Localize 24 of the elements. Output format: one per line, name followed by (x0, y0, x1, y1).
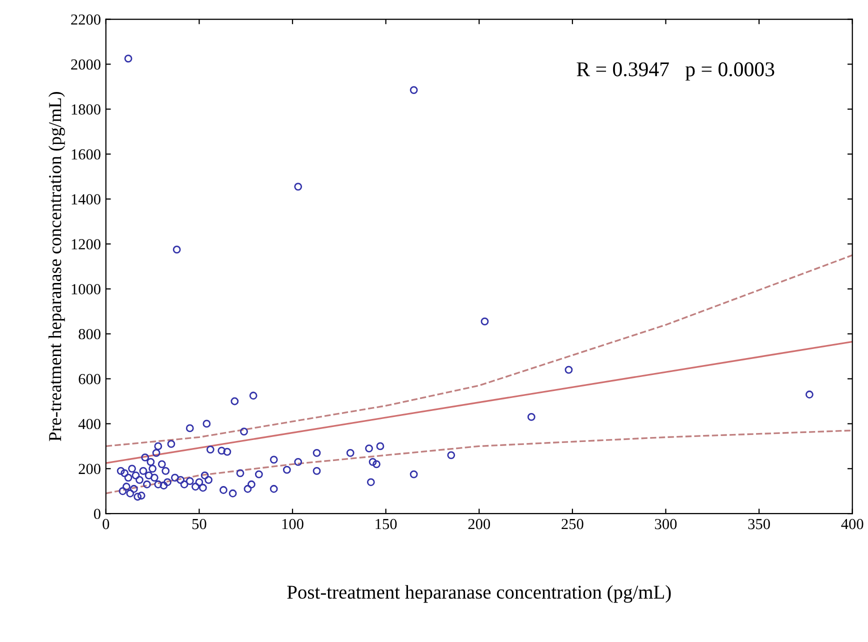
x-tick-label: 150 (376, 518, 397, 530)
y-tick-label: 1400 (72, 194, 100, 204)
x-tick-label: 350 (748, 518, 770, 530)
y-tick-label: 2000 (71, 59, 100, 70)
x-tick-label: 400 (841, 518, 864, 530)
x-tick-label: 300 (655, 518, 677, 530)
x-axis-title: Post-treatment heparanase concentration (pg/mL) (287, 585, 671, 603)
y-tick-label: 2200 (71, 14, 100, 25)
x-tick-label: 250 (562, 518, 584, 530)
x-tick-label: 0 (102, 518, 110, 530)
y-tick-label: 800 (78, 328, 100, 340)
y-tick-label: 400 (78, 418, 100, 430)
x-tick-label: 200 (468, 518, 490, 530)
y-tick-label: 600 (78, 374, 100, 384)
y-tick-label: 1600 (72, 149, 100, 160)
annotation: R = 0.3947 p = 0.0003 (576, 62, 774, 81)
y-tick-label: 1200 (72, 239, 100, 250)
y-tick-label: 200 (78, 464, 100, 474)
y-tick-label: 0 (94, 508, 100, 520)
x-tick-label: 50 (192, 518, 206, 530)
x-tick-label: 100 (282, 518, 304, 530)
y-tick-label: 1800 (72, 104, 100, 115)
y-axis-title: Pre-treatment heparanase concentration (pg/mL) (48, 92, 65, 442)
y-tick-label: 1000 (72, 284, 100, 294)
